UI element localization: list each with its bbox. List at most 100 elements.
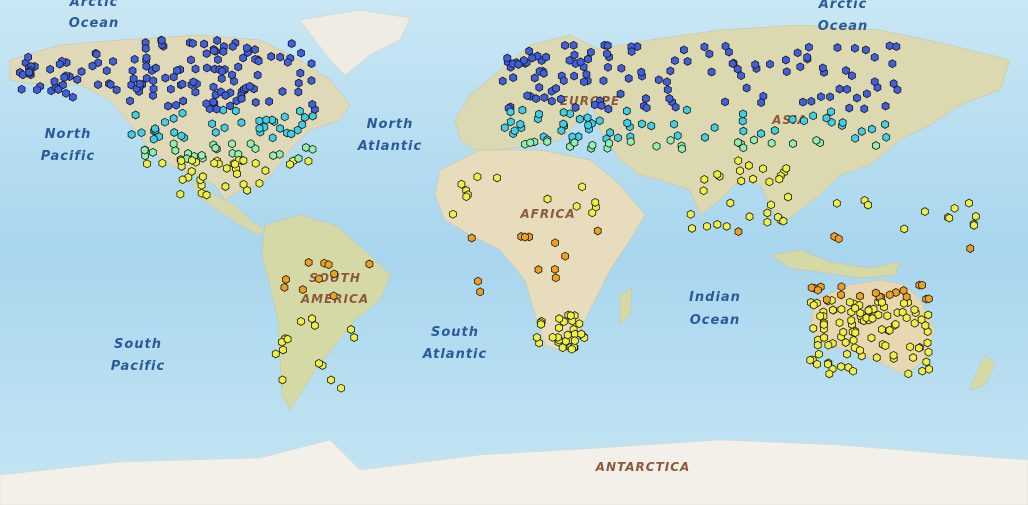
station-marker[interactable] (678, 144, 686, 154)
station-marker[interactable] (187, 166, 196, 176)
station-marker[interactable] (131, 110, 140, 120)
station-marker[interactable] (213, 36, 222, 45)
station-marker[interactable] (881, 119, 889, 129)
station-marker[interactable] (885, 325, 894, 335)
station-marker[interactable] (856, 345, 864, 355)
station-marker[interactable] (500, 123, 509, 133)
station-marker[interactable] (280, 282, 289, 292)
station-marker[interactable] (298, 120, 307, 130)
station-marker[interactable] (570, 50, 579, 60)
station-marker[interactable] (833, 198, 841, 208)
station-marker[interactable] (666, 66, 675, 76)
station-marker[interactable] (670, 119, 678, 129)
station-marker[interactable] (221, 91, 230, 100)
station-marker[interactable] (532, 332, 541, 342)
station-marker[interactable] (106, 80, 115, 89)
station-marker[interactable] (833, 43, 842, 53)
station-marker[interactable] (816, 311, 825, 321)
station-marker[interactable] (757, 98, 765, 108)
station-marker[interactable] (809, 111, 817, 121)
station-marker[interactable] (863, 89, 871, 99)
station-marker[interactable] (736, 166, 744, 176)
station-marker[interactable] (141, 44, 150, 53)
station-marker[interactable] (534, 265, 543, 275)
station-marker[interactable] (191, 87, 200, 97)
station-marker[interactable] (278, 375, 287, 385)
station-marker[interactable] (102, 66, 111, 76)
station-marker[interactable] (815, 349, 823, 359)
station-marker[interactable] (637, 67, 646, 77)
station-marker[interactable] (904, 369, 913, 379)
station-marker[interactable] (591, 100, 599, 110)
station-marker[interactable] (824, 340, 833, 350)
station-marker[interactable] (849, 335, 858, 345)
station-marker[interactable] (228, 139, 236, 149)
station-marker[interactable] (885, 290, 894, 300)
station-marker[interactable] (142, 61, 151, 71)
station-marker[interactable] (569, 40, 578, 50)
station-marker[interactable] (285, 159, 294, 169)
station-marker[interactable] (269, 151, 278, 161)
station-marker[interactable] (688, 223, 696, 233)
station-marker[interactable] (127, 130, 136, 139)
station-marker[interactable] (548, 332, 557, 342)
station-marker[interactable] (918, 280, 926, 290)
station-marker[interactable] (140, 145, 149, 155)
station-marker[interactable] (365, 259, 374, 269)
station-marker[interactable] (867, 333, 876, 343)
station-marker[interactable] (878, 325, 886, 334)
station-marker[interactable] (294, 154, 303, 163)
station-marker[interactable] (46, 64, 54, 74)
station-marker[interactable] (642, 94, 650, 103)
station-marker[interactable] (623, 118, 632, 128)
station-marker[interactable] (179, 96, 188, 106)
station-marker[interactable] (510, 126, 519, 136)
station-marker[interactable] (666, 135, 675, 145)
station-marker[interactable] (151, 63, 160, 73)
station-marker[interactable] (55, 59, 64, 69)
station-marker[interactable] (782, 163, 791, 173)
station-marker[interactable] (803, 52, 811, 62)
station-marker[interactable] (835, 84, 844, 94)
station-marker[interactable] (330, 269, 339, 279)
station-marker[interactable] (151, 124, 159, 134)
station-marker[interactable] (173, 66, 182, 75)
station-marker[interactable] (210, 158, 219, 168)
station-marker[interactable] (584, 120, 592, 130)
station-marker[interactable] (559, 119, 568, 129)
station-marker[interactable] (148, 147, 157, 157)
station-marker[interactable] (575, 114, 584, 124)
station-marker[interactable] (188, 155, 196, 165)
station-marker[interactable] (231, 159, 239, 169)
station-marker[interactable] (294, 87, 303, 97)
station-marker[interactable] (841, 338, 850, 347)
station-marker[interactable] (603, 41, 612, 50)
station-marker[interactable] (851, 303, 859, 313)
station-marker[interactable] (198, 172, 207, 182)
station-marker[interactable] (509, 73, 518, 83)
station-marker[interactable] (191, 64, 200, 74)
station-marker[interactable] (654, 75, 663, 85)
station-marker[interactable] (220, 123, 229, 133)
station-marker[interactable] (885, 41, 894, 51)
station-marker[interactable] (874, 310, 883, 320)
station-marker[interactable] (825, 369, 834, 379)
station-marker[interactable] (278, 87, 287, 96)
station-marker[interactable] (33, 85, 41, 95)
station-marker[interactable] (570, 336, 579, 346)
station-marker[interactable] (279, 345, 288, 355)
station-marker[interactable] (864, 306, 873, 315)
station-marker[interactable] (228, 70, 236, 80)
station-marker[interactable] (770, 126, 779, 135)
station-marker[interactable] (68, 92, 77, 102)
station-marker[interactable] (540, 93, 549, 103)
station-marker[interactable] (921, 321, 930, 330)
station-marker[interactable] (498, 76, 507, 86)
station-marker[interactable] (864, 200, 872, 210)
station-marker[interactable] (308, 144, 317, 154)
station-marker[interactable] (559, 107, 568, 117)
station-marker[interactable] (304, 156, 313, 166)
station-markers[interactable] (16, 35, 980, 393)
station-marker[interactable] (597, 101, 606, 111)
station-marker[interactable] (575, 319, 584, 329)
